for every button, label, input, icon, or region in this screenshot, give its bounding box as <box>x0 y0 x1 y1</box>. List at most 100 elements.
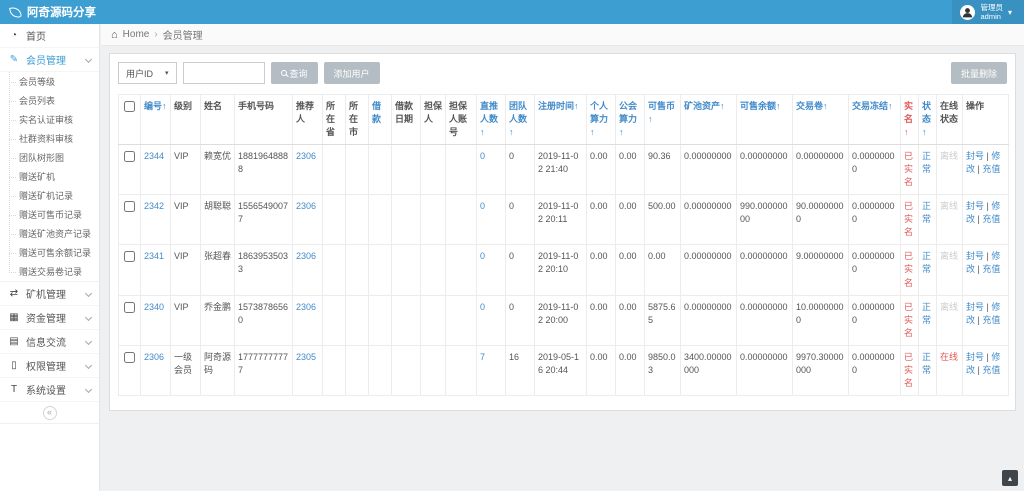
sidebar-subitem[interactable]: 会员列表 <box>0 91 99 110</box>
sidebar-subitem[interactable]: 赠送交易卷记录 <box>0 262 99 281</box>
cell-status: 正常 <box>918 194 937 246</box>
cell-sellable_coin: 90.36 <box>644 144 681 196</box>
col-header-id[interactable]: 编号↑ <box>140 93 171 146</box>
cell-phone: 18819648888 <box>234 144 293 196</box>
cell-team_count: 0 <box>505 294 535 346</box>
sidebar-collapse[interactable]: « <box>0 402 99 424</box>
cell-link[interactable]: 7 <box>480 351 486 362</box>
cell-pool_assets: 0.00000000 <box>680 144 737 196</box>
row-checkbox[interactable] <box>124 301 135 313</box>
row-checkbox[interactable] <box>124 201 135 213</box>
col-header-reg_time[interactable]: 注册时间↑ <box>534 93 587 146</box>
action-link[interactable]: 充值 <box>982 214 1001 225</box>
cell-link[interactable]: 0 <box>480 201 486 212</box>
cell-team_count: 0 <box>505 194 535 246</box>
cell-link[interactable]: 2306 <box>296 151 317 162</box>
sidebar-subitem[interactable]: 赠送可售币记录 <box>0 205 99 224</box>
action-link[interactable]: 封号 <box>966 251 985 262</box>
cell-link[interactable]: 2306 <box>296 251 317 262</box>
scroll-top-button[interactable]: ▴ <box>1002 470 1018 486</box>
action-link[interactable]: 修改 <box>966 301 1001 325</box>
col-header-trade_ticket[interactable]: 交易卷↑ <box>792 93 849 146</box>
cell-link[interactable]: 2342 <box>144 201 165 212</box>
user-menu[interactable]: 管理员 admin ▾ <box>952 0 1024 24</box>
dashboard-icon: ◔ <box>10 30 18 41</box>
sidebar-subitem[interactable]: 赠送矿池资产记录 <box>0 224 99 243</box>
sidebar-item-home[interactable]: ◔ 首页 <box>0 24 99 48</box>
breadcrumb-separator: › <box>154 29 158 40</box>
col-header-phone: 手机号码 <box>234 93 293 146</box>
cell-link[interactable]: 2340 <box>144 301 165 312</box>
row-checkbox[interactable] <box>124 351 135 363</box>
col-header-direct_count[interactable]: 直推人数↑ <box>476 93 506 146</box>
batch-delete-button[interactable]: 批量删除 <box>950 62 1007 84</box>
query-button[interactable]: 查询 <box>270 62 318 84</box>
sidebar-item[interactable]: ▦ 资金管理 <box>0 306 99 330</box>
col-header-sellable_balance[interactable]: 可售余额↑ <box>736 93 793 146</box>
cell-link[interactable]: 2306 <box>296 201 317 212</box>
brand[interactable]: 阿奇源码分享 <box>9 4 96 20</box>
action-link[interactable]: 充值 <box>982 364 1001 375</box>
action-link[interactable]: 封号 <box>966 151 985 162</box>
sidebar-subitem[interactable]: 实名认证审核 <box>0 110 99 129</box>
cell-actions: 封号 | 修改 | 充值 <box>962 294 1009 346</box>
action-link[interactable]: 封号 <box>966 201 985 212</box>
sidebar-item[interactable]: ▯ 权限管理 <box>0 354 99 378</box>
sidebar-item-member-management[interactable]: ✎ 会员管理 <box>0 48 99 72</box>
col-header-sellable_coin[interactable]: 可售币↑ <box>644 93 681 146</box>
sidebar-subitem-label: 团队树形图 <box>19 153 65 163</box>
cell-link[interactable]: 0 <box>480 251 486 262</box>
cell-link[interactable]: 0 <box>480 301 486 312</box>
sidebar-subitem[interactable]: 赠送矿机 <box>0 167 99 186</box>
cell-sellable_coin: 0.00 <box>644 244 681 296</box>
cell-trade_frozen: 0.00000000 <box>848 244 901 296</box>
sidebar-subitem[interactable]: 赠送矿机记录 <box>0 186 99 205</box>
cell-loan_date <box>391 244 421 296</box>
search-input[interactable] <box>182 62 265 84</box>
sidebar-subitem[interactable]: 赠送可售余额记录 <box>0 243 99 262</box>
action-link[interactable]: 修改 <box>966 151 1001 175</box>
cell-link[interactable]: 2341 <box>144 251 165 262</box>
cell-link[interactable]: 2306 <box>144 351 165 362</box>
breadcrumb-home[interactable]: Home <box>122 29 150 40</box>
cell-link[interactable]: 2306 <box>296 301 317 312</box>
col-header-status[interactable]: 状态↑ <box>918 93 937 146</box>
sidebar-item[interactable]: ▤ 信息交流 <box>0 330 99 354</box>
action-link[interactable]: 封号 <box>966 301 985 312</box>
member-table: 编号↑ 级别 姓名 手机号码 推荐人 所在省 所在市 借款 借款日期 担保人 担保人账号 直推人数↑ 团… <box>118 93 1009 396</box>
select-all-checkbox[interactable] <box>124 101 135 112</box>
col-header-trade_frozen[interactable]: 交易冻结↑ <box>848 93 901 146</box>
col-header-pool_assets[interactable]: 矿池资产↑ <box>680 93 737 146</box>
cell-online: 离线 <box>936 244 963 296</box>
action-link[interactable]: 充值 <box>982 264 1001 275</box>
table-row: 2340 VIP 乔金鹏 15738786560 2306 0 0 2019-11-02 20… <box>118 294 1009 346</box>
sidebar-subitem[interactable]: 团队树形图 <box>0 148 99 167</box>
col-header-realname[interactable]: 实名↑ <box>900 93 919 146</box>
cell-reg_time: 2019-05-16 20:44 <box>534 344 587 396</box>
sidebar-subitem[interactable]: 社群资料审核 <box>0 129 99 148</box>
cell-link[interactable]: 2344 <box>144 151 165 162</box>
sidebar-subitem[interactable]: 会员等级 <box>0 72 99 91</box>
arrow-up-icon: ▴ <box>1007 473 1012 483</box>
search-icon <box>280 70 287 76</box>
cell-link[interactable]: 0 <box>480 151 486 162</box>
action-link[interactable]: 修改 <box>966 201 1001 225</box>
action-link[interactable]: 充值 <box>982 164 1001 175</box>
cell-link[interactable]: 2305 <box>296 351 317 362</box>
row-checkbox[interactable] <box>124 151 135 163</box>
col-header-guild_power[interactable]: 公会算力↑ <box>615 93 645 146</box>
action-link[interactable]: 修改 <box>966 351 1001 375</box>
row-checkbox[interactable] <box>124 251 135 263</box>
col-header-team_count[interactable]: 团队人数↑ <box>505 93 535 146</box>
sidebar-item[interactable]: T 系统设置 <box>0 378 99 402</box>
action-link[interactable]: 充值 <box>982 314 1001 325</box>
col-header-loan[interactable]: 借款 <box>368 93 392 146</box>
col-header-personal_power[interactable]: 个人算力↑ <box>586 93 616 146</box>
filter-select[interactable]: 用户ID ▾ <box>118 62 177 84</box>
action-link[interactable]: 封号 <box>966 351 985 362</box>
sidebar-item[interactable]: ⇄ 矿机管理 <box>0 282 99 306</box>
cell-personal_power: 0.00 <box>586 244 616 296</box>
cell-loan <box>368 344 392 396</box>
add-user-button[interactable]: 添加用户 <box>323 62 380 84</box>
action-link[interactable]: 修改 <box>966 251 1001 275</box>
